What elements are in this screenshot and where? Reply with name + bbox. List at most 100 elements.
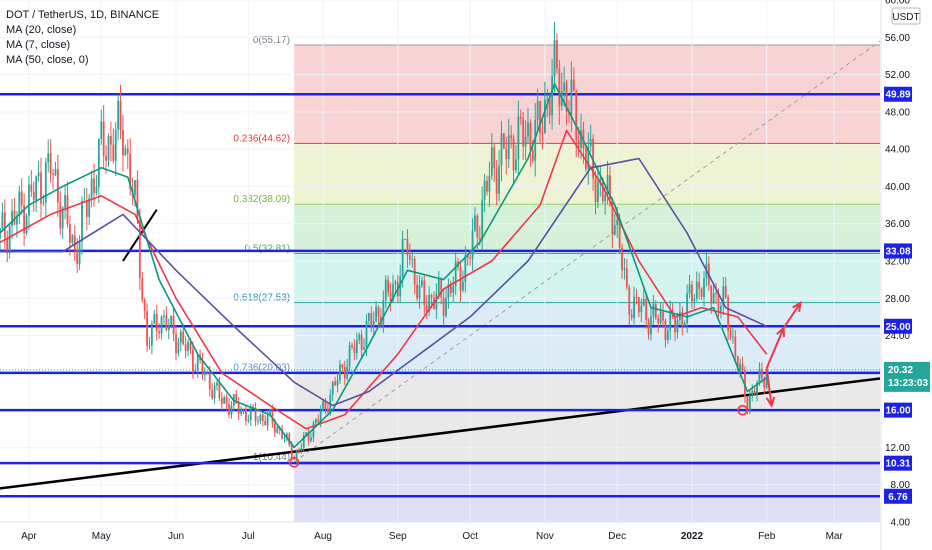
candle-body — [175, 334, 177, 354]
candle-body — [638, 297, 640, 313]
indicator-ma50-label[interactable]: MA (50, close, 0) — [6, 54, 89, 66]
candle — [435, 283, 438, 320]
candle — [416, 275, 418, 302]
time-axis[interactable]: Apr May Jun Jul Aug Sep Oct Nov Dec 2022 Feb Mar — [0, 521, 881, 542]
candle-body — [447, 283, 450, 299]
candle-body — [324, 401, 327, 409]
candle-body — [242, 409, 245, 411]
candle-body — [134, 180, 136, 195]
candle — [175, 325, 177, 361]
candle — [688, 274, 691, 299]
annotation-circle[interactable] — [737, 404, 748, 416]
candle — [486, 175, 488, 196]
candle-body — [623, 268, 626, 271]
candle-body — [13, 210, 16, 225]
candle — [553, 22, 556, 93]
candle-body — [360, 334, 363, 350]
candle-body — [628, 287, 631, 315]
candle — [748, 389, 751, 415]
candle-body — [141, 278, 144, 300]
candle-body — [505, 148, 508, 159]
candle-body — [572, 79, 575, 91]
candle-body — [681, 311, 684, 326]
candle — [691, 280, 693, 309]
annotation-arrow[interactable] — [782, 302, 802, 329]
candle-body — [266, 414, 269, 426]
fib-label: 0.382(38.09) — [233, 194, 290, 205]
candle-body — [71, 235, 74, 243]
ma50-line[interactable] — [0, 157, 768, 407]
candle-body — [418, 285, 421, 299]
x-tick-label: Apr — [21, 531, 37, 542]
candle-body — [307, 432, 310, 441]
candle-body — [394, 281, 397, 285]
level-badge[interactable]: 10.31 — [884, 455, 912, 471]
level-badge[interactable]: 33.08 — [884, 243, 912, 259]
candle — [18, 185, 21, 225]
candle-body — [498, 165, 500, 194]
candle-body — [512, 137, 515, 171]
y-tick-label: 32.00 — [885, 257, 910, 268]
annotation-arrow[interactable] — [765, 368, 773, 406]
last-price-badge[interactable]: 20.32 13:23:03 — [884, 361, 930, 392]
candle — [683, 320, 686, 327]
candle-body — [488, 175, 491, 192]
level-badge[interactable]: 25.00 — [884, 318, 912, 334]
candle-body — [117, 100, 120, 130]
candle — [442, 289, 445, 326]
candle — [20, 178, 23, 215]
candle — [177, 337, 180, 357]
candle-body — [703, 278, 705, 297]
currency-button-box[interactable] — [891, 7, 921, 25]
trend-line[interactable] — [0, 377, 881, 490]
x-tick-label: Aug — [314, 531, 332, 542]
candle-body — [213, 385, 216, 399]
level-badge[interactable]: 16.00 — [884, 402, 912, 418]
candle — [208, 365, 211, 397]
candle-body — [606, 175, 609, 195]
candle-body — [105, 155, 107, 161]
price-axis[interactable]: 60.00 56.00 52.00 48.00 44.00 40.00 36.00 32.00… — [880, 0, 930, 550]
candle — [584, 143, 587, 172]
indicator-ma7-label[interactable]: MA (7, close) — [6, 39, 71, 51]
candle-body — [452, 286, 455, 293]
candle-body — [724, 286, 727, 298]
candle-body — [216, 382, 218, 386]
candle-body — [281, 429, 283, 439]
candle — [163, 309, 165, 326]
candle — [753, 387, 756, 395]
candle — [502, 132, 505, 150]
candle-body — [90, 178, 93, 198]
candle-body — [37, 172, 40, 177]
level-badge[interactable]: 49.89 — [884, 86, 912, 102]
candle — [81, 196, 83, 255]
candle-body — [510, 135, 513, 138]
symbol-title[interactable]: DOT / TetherUS, 1D, BINANCE — [6, 9, 160, 21]
y-tick-label: 56.00 — [885, 33, 910, 44]
candle — [114, 122, 117, 177]
candle — [240, 405, 242, 417]
y-tick-label: 52.00 — [885, 70, 910, 81]
fib-label: 0.236(44.62) — [233, 133, 290, 144]
candle — [493, 143, 496, 183]
candle-body — [1, 212, 4, 229]
candle — [659, 302, 662, 327]
indicator-ma20-label[interactable]: MA (20, close) — [6, 24, 77, 36]
candle — [510, 125, 513, 149]
candle-body — [642, 298, 645, 306]
candle-body — [695, 281, 698, 299]
candle-body — [729, 330, 732, 337]
ma20-line[interactable] — [0, 129, 768, 430]
annotation-arrow[interactable] — [765, 327, 785, 369]
candle-body — [669, 309, 672, 331]
currency-button-label[interactable]: USDT — [892, 12, 919, 23]
candle-body — [64, 195, 66, 208]
candle-body — [95, 186, 98, 194]
annotation-circle[interactable] — [288, 457, 300, 468]
level-badge[interactable]: 6.76 — [884, 488, 912, 504]
currency-button[interactable]: USDT — [891, 7, 921, 25]
candle-body — [442, 297, 445, 316]
candle-body — [609, 175, 611, 200]
ma7-line[interactable] — [0, 83, 768, 449]
